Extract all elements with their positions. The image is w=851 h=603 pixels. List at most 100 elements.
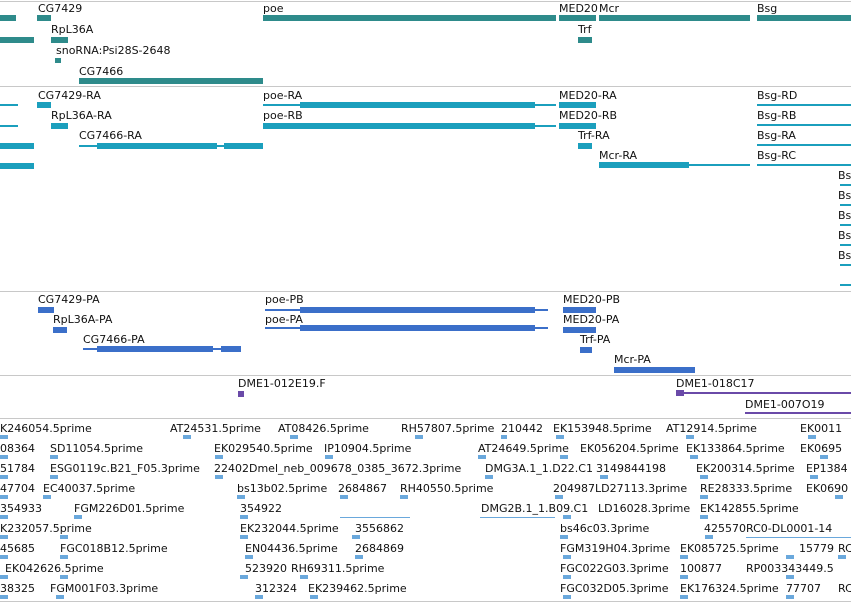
est-label[interactable]: 38325 xyxy=(0,582,35,595)
est-label[interactable]: FGC018B12.5prime xyxy=(60,542,168,555)
transcript-feature[interactable] xyxy=(757,164,851,166)
est-feature[interactable] xyxy=(485,475,493,479)
est-label[interactable]: 77707 xyxy=(786,582,821,595)
est-feature[interactable] xyxy=(245,555,253,559)
est-label[interactable]: FGM001F03.3prime xyxy=(50,582,159,595)
est-feature[interactable] xyxy=(355,555,363,559)
transcript-label[interactable]: Bsg-RD xyxy=(757,89,798,102)
est-label[interactable]: bs46c03.3prime xyxy=(560,522,650,535)
est-label[interactable]: DMG2B.1_1.B09.C1 xyxy=(481,502,589,515)
clone-feature[interactable] xyxy=(238,391,244,397)
protein-label[interactable]: Trf-PA xyxy=(580,333,611,346)
est-label[interactable]: RC xyxy=(838,542,851,555)
gene-feature[interactable] xyxy=(757,15,851,21)
transcript-label[interactable]: Bs xyxy=(838,249,851,262)
est-label[interactable]: K246054.5prime xyxy=(0,422,92,435)
transcript-label[interactable]: Bsg-RA xyxy=(757,129,796,142)
est-label[interactable]: 2684867 xyxy=(338,482,387,495)
est-feature[interactable] xyxy=(237,495,245,499)
est-label[interactable]: EK200314.5prime xyxy=(696,462,795,475)
est-label[interactable]: EK056204.5prime xyxy=(580,442,679,455)
clone-label[interactable]: DME1-012E19.F xyxy=(238,377,326,390)
est-feature[interactable] xyxy=(215,475,223,479)
transcript-label[interactable]: Bsg-RB xyxy=(757,109,797,122)
est-feature[interactable] xyxy=(808,435,816,439)
est-feature[interactable] xyxy=(340,495,348,499)
transcript-label[interactable]: Bs xyxy=(838,189,851,202)
est-feature[interactable] xyxy=(820,455,828,459)
gene-feature[interactable] xyxy=(578,37,592,43)
est-feature[interactable] xyxy=(352,535,360,539)
gene-label[interactable]: Bsg xyxy=(757,2,778,15)
transcript-label[interactable]: Bs xyxy=(838,229,851,242)
est-label[interactable]: AT12914.5prime xyxy=(666,422,757,435)
est-label[interactable]: 312324 xyxy=(255,582,297,595)
est-label[interactable]: SD11054.5prime xyxy=(50,442,143,455)
protein-label[interactable]: CG7466-PA xyxy=(83,333,145,346)
est-feature[interactable] xyxy=(43,495,51,499)
transcript-feature[interactable] xyxy=(840,284,851,286)
protein-label[interactable]: poe-PB xyxy=(265,293,304,306)
est-feature[interactable] xyxy=(400,495,408,499)
gene-label[interactable]: Mcr xyxy=(599,2,620,15)
protein-label[interactable]: CG7429-PA xyxy=(38,293,100,306)
clone-label[interactable]: DME1-018C17 xyxy=(676,377,755,390)
protein-feature[interactable] xyxy=(53,327,67,333)
protein-feature[interactable] xyxy=(300,307,535,313)
gene-feature[interactable] xyxy=(0,15,16,21)
est-label[interactable]: RH69311.5prime xyxy=(291,562,385,575)
gene-feature[interactable] xyxy=(0,37,34,43)
clone-feature[interactable] xyxy=(676,392,851,394)
protein-label[interactable]: MED20-PA xyxy=(563,313,620,326)
est-feature[interactable] xyxy=(746,537,851,538)
transcript-feature[interactable] xyxy=(0,163,34,169)
est-label[interactable]: IP10904.5prime xyxy=(324,442,412,455)
transcript-feature[interactable] xyxy=(0,104,18,106)
est-feature[interactable] xyxy=(555,495,563,499)
est-label[interactable]: EN04436.5prime xyxy=(245,542,338,555)
est-feature[interactable] xyxy=(255,595,263,599)
transcript-feature[interactable] xyxy=(559,123,596,129)
est-feature[interactable] xyxy=(74,515,82,519)
transcript-label[interactable]: Trf-RA xyxy=(578,129,610,142)
est-label[interactable]: DMG3A.1_1.D22.C1 xyxy=(485,462,593,475)
transcript-feature[interactable] xyxy=(757,104,851,106)
est-label[interactable]: RC xyxy=(838,582,851,595)
protein-label[interactable]: MED20-PB xyxy=(563,293,621,306)
protein-feature[interactable] xyxy=(563,307,596,313)
est-feature[interactable] xyxy=(325,455,333,459)
est-label[interactable]: EK133864.5prime xyxy=(686,442,785,455)
gene-label[interactable]: poe xyxy=(263,2,284,15)
est-label[interactable]: RE28333.5prime xyxy=(700,482,793,495)
est-feature[interactable] xyxy=(310,595,318,599)
gene-label[interactable]: CG7466 xyxy=(79,65,124,78)
est-label[interactable]: 100877 xyxy=(680,562,722,575)
est-label[interactable]: 210442 xyxy=(501,422,543,435)
protein-feature[interactable] xyxy=(580,347,592,353)
transcript-label[interactable]: MED20-RB xyxy=(559,109,618,122)
clone-feature[interactable] xyxy=(676,390,684,396)
est-label[interactable]: AT08426.5prime xyxy=(278,422,369,435)
transcript-feature[interactable] xyxy=(0,143,34,149)
transcript-label[interactable]: Bsg-RC xyxy=(757,149,797,162)
transcript-feature[interactable] xyxy=(559,102,596,108)
est-label[interactable]: bs13b02.5prime xyxy=(237,482,328,495)
transcript-feature[interactable] xyxy=(840,204,851,206)
clone-label[interactable]: DME1-007O19 xyxy=(745,398,825,411)
est-label[interactable]: K232057.5prime xyxy=(0,522,92,535)
gene-feature[interactable] xyxy=(599,15,750,21)
est-label[interactable]: 354933 xyxy=(0,502,42,515)
est-feature[interactable] xyxy=(600,475,608,479)
est-feature[interactable] xyxy=(0,475,8,479)
protein-feature[interactable] xyxy=(221,346,241,352)
est-feature[interactable] xyxy=(50,455,58,459)
transcript-label[interactable]: CG7466-RA xyxy=(79,129,142,142)
est-feature[interactable] xyxy=(183,435,191,439)
est-feature[interactable] xyxy=(560,535,568,539)
transcript-label[interactable]: Bs xyxy=(838,209,851,222)
est-feature[interactable] xyxy=(835,495,843,499)
est-label[interactable]: 15779 xyxy=(799,542,834,555)
est-feature[interactable] xyxy=(415,435,423,439)
protein-feature[interactable] xyxy=(300,325,535,331)
est-feature[interactable] xyxy=(680,555,688,559)
